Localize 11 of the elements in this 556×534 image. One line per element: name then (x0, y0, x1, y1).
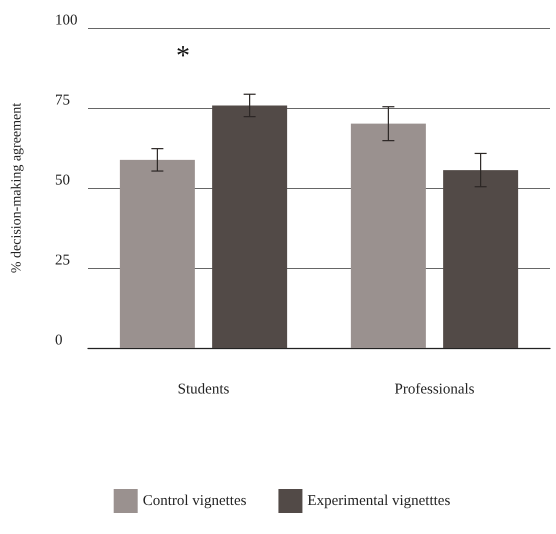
y-tick-label: 50 (55, 172, 70, 188)
annotation: * (176, 40, 190, 72)
legend-label: Control vignettes (142, 493, 247, 509)
x-tick-label: Professionals (394, 382, 475, 398)
x-tick-label: Students (178, 382, 230, 398)
y-tick-label: 100 (55, 12, 78, 28)
y-tick-label: 75 (55, 92, 70, 108)
y-axis-title: % decision-making agreement (10, 102, 24, 274)
legend-label: Experimental vignetttes (307, 493, 450, 509)
y-tick-label: 0 (55, 332, 62, 348)
y-tick-label: 25 (55, 252, 70, 268)
